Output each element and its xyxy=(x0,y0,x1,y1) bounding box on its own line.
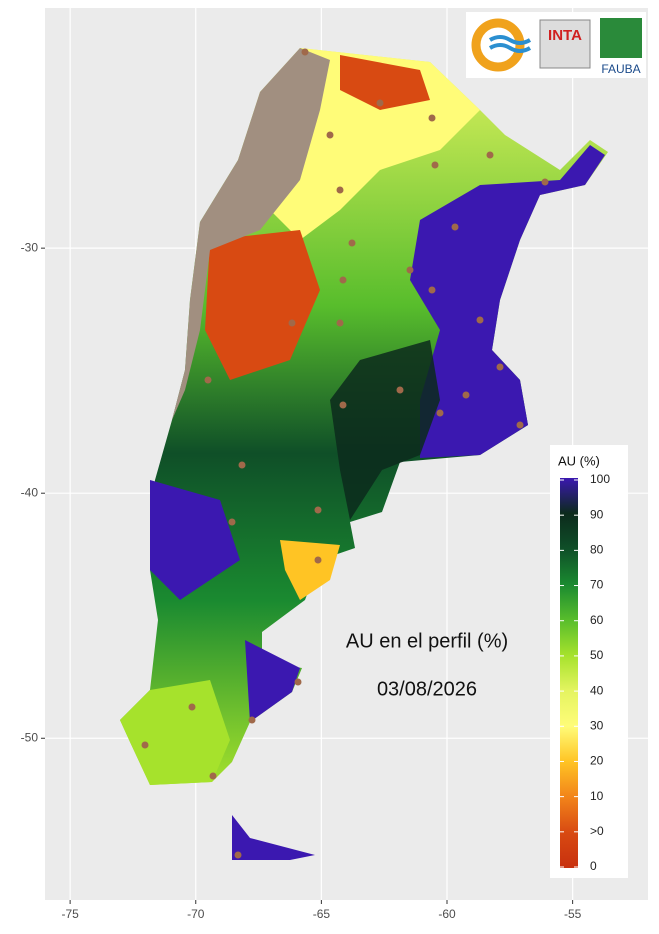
legend-label: 90 xyxy=(590,507,604,521)
land xyxy=(120,48,608,860)
wet-region xyxy=(410,145,605,458)
x-tick-label: -70 xyxy=(187,907,205,921)
legend-label: 40 xyxy=(590,683,604,697)
dry-region xyxy=(280,540,340,600)
legend-label: 0 xyxy=(590,859,597,873)
legend-label: 20 xyxy=(590,754,604,768)
legend: AU (%) 100 90 80 70 60 50 40 30 20 10 >0 0 xyxy=(550,445,628,878)
tierra-del-fuego xyxy=(232,815,315,860)
dry-region xyxy=(340,55,430,110)
x-tick-label: -55 xyxy=(564,907,582,921)
dry-region xyxy=(120,680,230,785)
color-bar xyxy=(560,478,578,868)
logo-box: INTA FAUBA xyxy=(466,12,646,78)
logo-inta xyxy=(539,19,591,69)
legend-label: 70 xyxy=(590,578,604,592)
legend-label: 30 xyxy=(590,718,604,732)
legend-label: 80 xyxy=(590,543,604,557)
y-tick-label: -40 xyxy=(21,485,39,499)
x-tick-label: -65 xyxy=(313,907,331,921)
legend-label: >0 xyxy=(590,824,604,838)
wet-region xyxy=(245,640,300,722)
y-tick-label: -30 xyxy=(21,240,39,254)
legend-label: 10 xyxy=(590,789,604,803)
dry-region xyxy=(205,230,320,380)
legend-title: AU (%) xyxy=(558,453,600,468)
logo-text: FAUBA xyxy=(601,62,640,76)
wet-region xyxy=(330,340,440,520)
legend-label: 100 xyxy=(590,472,610,486)
wet-region xyxy=(150,480,240,600)
annotation: AU en el perfil (%) xyxy=(346,630,508,652)
x-tick-label: -60 xyxy=(438,907,456,921)
stations xyxy=(141,48,549,859)
legend-label: 50 xyxy=(590,648,604,662)
logo-text: INTA xyxy=(548,27,582,44)
x-tick-label: -75 xyxy=(61,907,79,921)
y-tick-label: -50 xyxy=(21,730,39,744)
logo-fauba xyxy=(600,18,642,58)
date: 03/08/2026 xyxy=(377,678,477,700)
logo-icon xyxy=(488,35,532,53)
andes xyxy=(172,48,330,420)
legend-label: 60 xyxy=(590,613,604,627)
